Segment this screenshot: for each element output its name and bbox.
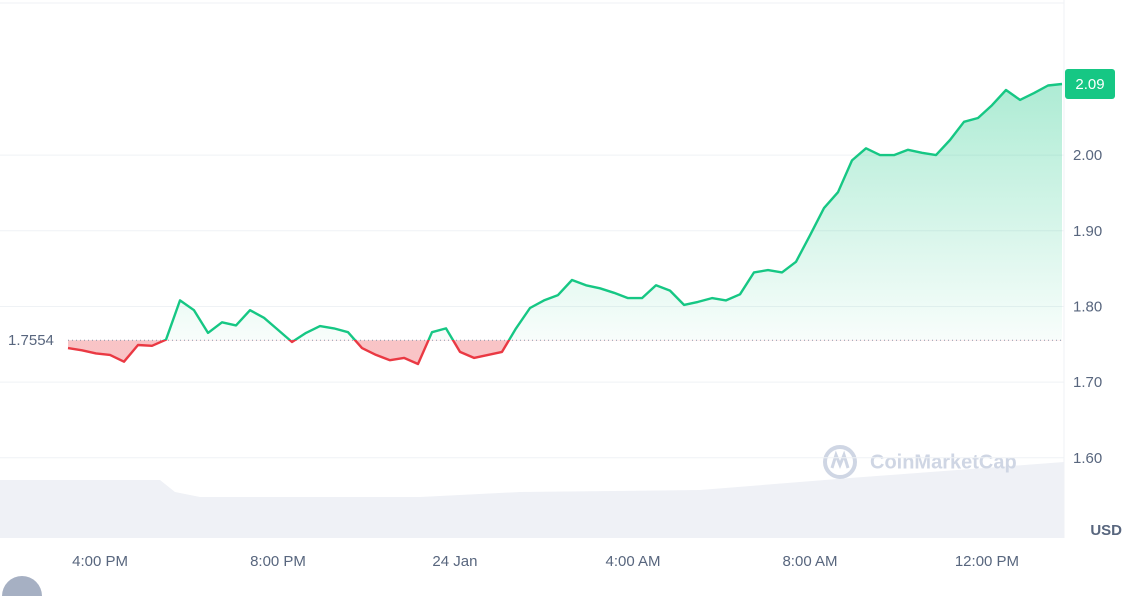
price-line (67, 82, 1063, 366)
current-price-tag (1065, 68, 1115, 99)
y-tick-label: 1.60 (1073, 450, 1102, 467)
watermark-text: CoinMarketCap (870, 451, 1017, 473)
current-price-label: 2.09 (1075, 76, 1104, 93)
y-tick-label: 1.90 (1073, 223, 1102, 240)
y-tick-label: 2.00 (1073, 147, 1102, 164)
clock-icon (2, 576, 42, 596)
x-tick-label: 24 Jan (432, 553, 477, 570)
x-tick-label: 8:00 PM (250, 553, 306, 570)
watermark: CoinMarketCap (823, 445, 1017, 479)
unit-label: USD (1090, 522, 1122, 539)
x-tick-label: 4:00 PM (72, 553, 128, 570)
y-tick-label: 1.80 (1073, 298, 1102, 315)
y-tick-label: 1.70 (1073, 374, 1102, 391)
volume-area (0, 462, 1064, 538)
x-tick-label: 8:00 AM (782, 553, 837, 570)
price-area (68, 84, 1062, 364)
x-tick-label: 4:00 AM (606, 553, 661, 570)
x-tick-label: 12:00 PM (955, 553, 1019, 570)
baseline-label: 1.7554 (8, 332, 54, 349)
